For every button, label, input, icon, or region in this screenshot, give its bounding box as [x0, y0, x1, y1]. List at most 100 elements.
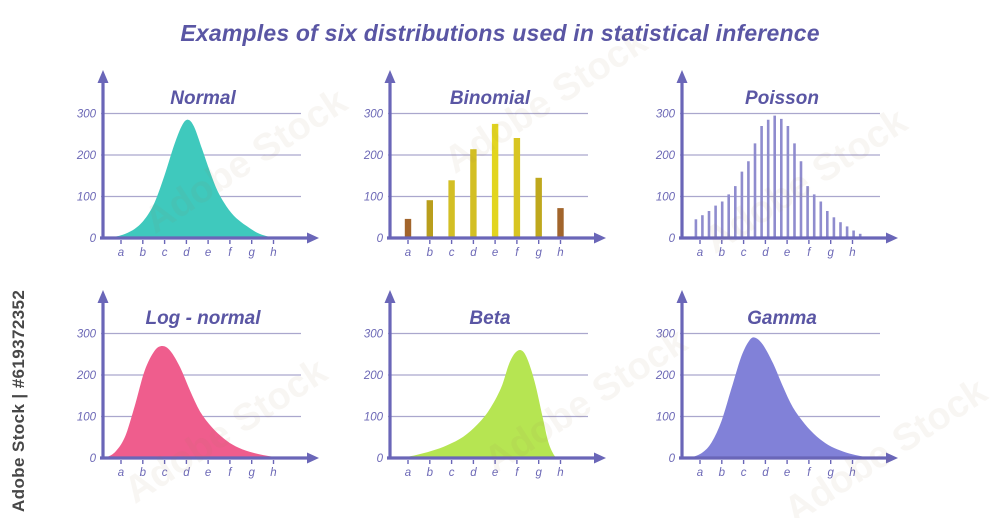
x-tick-label: c [449, 467, 455, 479]
chart-title: Beta [469, 308, 511, 329]
x-tick-label: f [228, 467, 233, 479]
chart-poisson: a b c d e f g h 0 100 200 300 Poisson [652, 66, 906, 276]
x-tick-label: d [762, 247, 769, 259]
x-tick-label: f [515, 247, 520, 259]
bar-h [557, 208, 564, 238]
chart-gamma: a b c d e f g h 0 100 200 300 Gamma [652, 286, 906, 496]
bar-f [513, 138, 521, 238]
x-tick-label: e [205, 467, 211, 479]
chart-canvas: a b c d e f g h 0 100 200 300 Beta [363, 290, 606, 479]
y-tick-label: 300 [656, 329, 676, 341]
chart-canvas: a b c d e f g h 0 100 200 300 Normal [76, 70, 319, 259]
x-tick-label: e [205, 247, 211, 259]
x-tick-label: a [405, 247, 411, 259]
chart-log-normal: a b c d e f g h 0 100 200 300 Log - normal [73, 286, 327, 496]
y-axis-arrow-icon [384, 70, 396, 83]
y-tick-label: 300 [364, 329, 384, 341]
x-tick-label: h [270, 247, 276, 259]
chart-canvas: a b c d e f g h 0 100 200 300 Gamma [655, 290, 898, 479]
x-axis-arrow-icon [886, 232, 898, 244]
x-tick-label: h [270, 467, 276, 479]
x-tick-label: c [162, 467, 168, 479]
y-tick-label: 200 [363, 150, 384, 162]
x-tick-label: a [118, 247, 124, 259]
x-tick-label: g [248, 467, 255, 479]
y-tick-label: 0 [669, 453, 676, 465]
chart-beta: a b c d e f g h 0 100 200 300 Beta [360, 286, 614, 496]
chart-title: Binomial [450, 88, 531, 109]
y-tick-label: 300 [656, 109, 676, 121]
y-tick-label: 0 [90, 453, 97, 465]
x-tick-label: e [492, 247, 498, 259]
y-tick-label: 100 [656, 192, 676, 204]
y-tick-label: 200 [76, 150, 97, 162]
chart-canvas: a b c d e f g h 0 100 200 300 Poisson [655, 70, 898, 259]
x-tick-label: h [557, 247, 563, 259]
x-tick-label: h [849, 467, 855, 479]
x-axis-arrow-icon [307, 452, 319, 464]
x-tick-label: b [719, 467, 726, 479]
distribution-area [108, 119, 278, 238]
chart-title: Log - normal [145, 308, 261, 329]
y-tick-label: 100 [364, 192, 384, 204]
distribution-area [105, 346, 288, 458]
page-title: Examples of six distributions used in st… [180, 20, 820, 46]
y-tick-label: 200 [363, 370, 384, 382]
chart-normal: a b c d e f g h 0 100 200 300 Normal [73, 66, 327, 276]
x-tick-label: a [697, 247, 703, 259]
x-tick-label: c [162, 247, 168, 259]
y-tick-label: 0 [669, 233, 676, 245]
y-axis-arrow-icon [97, 290, 109, 303]
chart-title: Normal [170, 88, 236, 109]
chart-title: Poisson [745, 88, 819, 109]
x-tick-label: b [427, 247, 434, 259]
x-tick-label: b [140, 247, 147, 259]
bar-b [426, 200, 433, 238]
bar-g [535, 177, 542, 238]
x-tick-label: g [827, 467, 834, 479]
x-tick-label: g [248, 247, 255, 259]
y-tick-label: 300 [77, 109, 97, 121]
x-tick-label: d [183, 467, 190, 479]
y-tick-label: 100 [77, 192, 97, 204]
chart-title: Gamma [747, 308, 817, 329]
x-tick-label: g [535, 467, 542, 479]
chart-canvas: a b c d e f g h 0 100 200 300 Binomial [363, 70, 606, 259]
y-tick-label: 0 [90, 233, 97, 245]
y-tick-label: 200 [655, 150, 676, 162]
x-tick-label: d [470, 247, 477, 259]
x-tick-label: f [228, 247, 233, 259]
y-axis-arrow-icon [384, 290, 396, 303]
x-tick-label: b [140, 467, 147, 479]
x-axis-arrow-icon [886, 452, 898, 464]
y-axis-arrow-icon [676, 70, 688, 83]
x-axis-arrow-icon [594, 452, 606, 464]
x-tick-label: a [405, 467, 411, 479]
stock-watermark-side: Adobe Stock | #619372352 [9, 289, 28, 512]
y-tick-label: 300 [77, 329, 97, 341]
x-tick-label: h [557, 467, 563, 479]
x-tick-label: g [827, 247, 834, 259]
x-tick-label: c [741, 467, 747, 479]
x-tick-label: d [470, 467, 477, 479]
chart-canvas: a b c d e f g h 0 100 200 300 Log - normal [76, 290, 319, 479]
y-axis-arrow-icon [676, 290, 688, 303]
x-tick-label: d [183, 247, 190, 259]
y-tick-label: 200 [655, 370, 676, 382]
x-tick-label: e [784, 247, 790, 259]
x-axis-arrow-icon [594, 232, 606, 244]
x-tick-label: c [449, 247, 455, 259]
bar-e [491, 123, 499, 238]
distribution-area [399, 349, 559, 458]
y-axis-arrow-icon [97, 70, 109, 83]
x-tick-label: b [427, 467, 434, 479]
x-tick-label: f [807, 247, 812, 259]
y-tick-label: 100 [77, 412, 97, 424]
bar-a [404, 218, 412, 238]
x-tick-label: a [118, 467, 124, 479]
y-tick-label: 100 [656, 412, 676, 424]
distribution-area [689, 337, 875, 458]
y-tick-label: 100 [364, 412, 384, 424]
chart-binomial: a b c d e f g h 0 100 200 300 Binomial [360, 66, 614, 276]
